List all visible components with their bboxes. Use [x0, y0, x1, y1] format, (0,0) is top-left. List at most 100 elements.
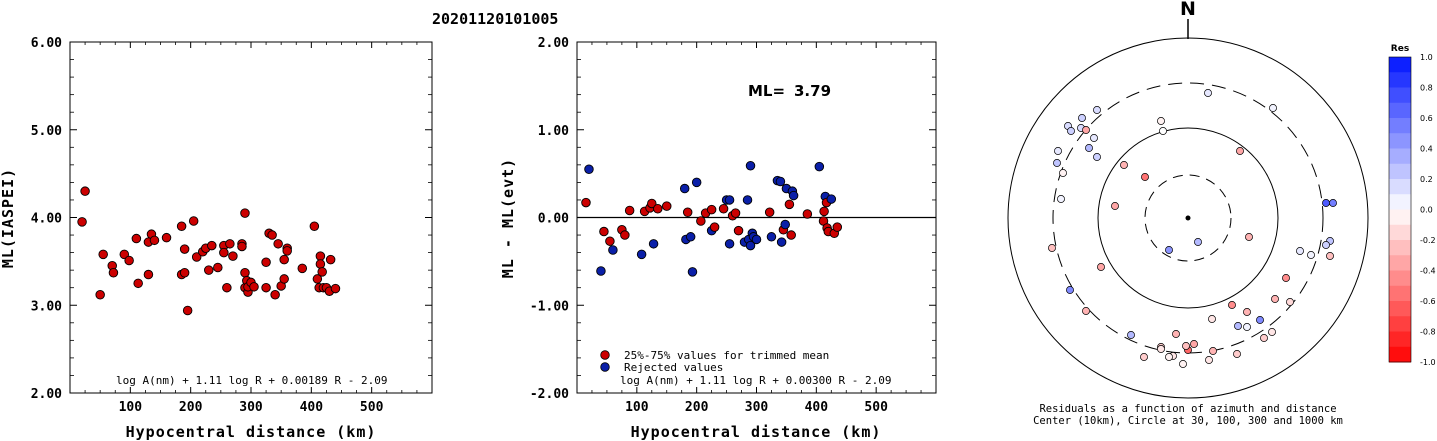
middle-data-point — [624, 205, 635, 216]
residual-point — [1282, 274, 1290, 282]
left-data-point — [191, 252, 202, 262]
middle-points — [581, 160, 843, 277]
middle-data-point — [775, 176, 786, 187]
middle-data-point — [730, 208, 741, 218]
left-data-point — [270, 289, 280, 300]
left-data-point — [261, 282, 271, 293]
middle-ytick-label: 0.00 — [538, 212, 569, 227]
colorbar-cell — [1389, 316, 1411, 332]
middle-data-point — [802, 209, 813, 219]
residual-point — [1157, 345, 1165, 353]
left-data-point — [143, 269, 154, 280]
colorbar-cell — [1389, 270, 1411, 287]
center-dot — [1185, 215, 1191, 221]
left-data-point — [108, 268, 119, 278]
colorbar-cells — [1389, 57, 1411, 363]
middle-data-point — [745, 240, 756, 251]
residual-point — [1322, 199, 1330, 207]
left-ticks: 100 200 300 400 500 2.00 3.00 4.00 5.00 6.00 — [31, 36, 432, 415]
residual-point — [1228, 301, 1236, 309]
colorbar-frame — [1388, 56, 1412, 363]
residual-point — [1127, 331, 1135, 339]
middle-ytick-label: 1.00 — [538, 124, 569, 139]
middle-plot: 100 200 300 400 500 -2.00 -1.00 0.00 1.00 2.00 ML… — [499, 36, 937, 441]
colorbar-cell — [1389, 72, 1411, 88]
middle-ticks: 100 200 300 400 500 -2.00 -1.00 0.00 1.00 2.00 — [530, 36, 936, 415]
left-data-point — [207, 240, 217, 251]
residual-point — [1243, 308, 1251, 316]
residual-point — [1205, 356, 1213, 364]
middle-data-point — [685, 232, 696, 242]
middle-data-point — [691, 177, 702, 188]
residual-point — [1329, 199, 1337, 207]
middle-data-point — [687, 267, 698, 277]
middle-data-point — [788, 190, 799, 201]
residual-point — [1204, 89, 1212, 97]
residual-point — [1159, 127, 1167, 135]
circle-100km — [1097, 127, 1279, 309]
left-data-point — [237, 241, 247, 252]
residual-point — [1048, 244, 1056, 252]
residual-point — [1182, 342, 1190, 350]
left-data-point — [249, 282, 259, 292]
residual-point — [1268, 328, 1276, 336]
left-data-point — [219, 247, 229, 258]
left-points — [77, 186, 341, 316]
residual-point — [1165, 246, 1173, 254]
left-ytick-label: 2.00 — [31, 387, 62, 402]
polar-caption-2: Center (10km), Circle at 30, 100, 300 an… — [1033, 415, 1343, 427]
residual-point — [1111, 202, 1119, 210]
middle-data-point — [819, 206, 829, 217]
colorbar-tick-label: -0.4 — [1420, 267, 1436, 276]
middle-data-point — [832, 222, 843, 232]
left-data-point — [133, 278, 143, 289]
legend-red-label: 25%-75% values for trimmed mean — [624, 349, 829, 362]
residual-point — [1234, 322, 1242, 330]
left-xtick-label: 400 — [300, 400, 324, 415]
colorbar-cell — [1389, 209, 1411, 226]
colorbar-tick-label: -1.0 — [1420, 358, 1436, 367]
middle-data-point — [662, 201, 672, 211]
middle-xlabel: Hypocentral distance (km) — [631, 423, 882, 441]
colorbar-cell — [1389, 118, 1411, 134]
middle-ytick-label: 2.00 — [538, 36, 569, 51]
middle-data-point — [776, 237, 787, 247]
residual-point — [1140, 353, 1148, 361]
middle-ytick-label: -1.00 — [530, 299, 569, 314]
middle-xtick-label: 300 — [745, 400, 769, 415]
middle-ylabel: ML - ML(evt) — [499, 158, 517, 278]
middle-data-point — [724, 195, 735, 205]
residual-point — [1078, 114, 1086, 122]
legend-blue-marker — [600, 362, 610, 372]
left-data-point — [312, 274, 323, 284]
middle-formula: log A(nm) + 1.11 log R + 0.00300 R - 2.0… — [620, 374, 892, 387]
left-data-point — [179, 268, 190, 278]
left-data-point — [98, 249, 108, 260]
left-data-point — [124, 255, 134, 266]
residual-point — [1157, 117, 1165, 125]
middle-xtick-label: 400 — [805, 400, 829, 415]
left-data-point — [282, 246, 292, 256]
middle-data-point — [608, 245, 618, 255]
residual-point — [1269, 104, 1277, 112]
colorbar-cell — [1389, 301, 1411, 317]
left-data-point — [261, 257, 271, 268]
left-data-point — [279, 254, 289, 265]
residual-point — [1243, 323, 1251, 331]
colorbar-tick-label: 0.6 — [1420, 114, 1433, 123]
colorbar-cell — [1389, 163, 1411, 180]
middle-data-point — [742, 195, 753, 205]
left-data-point — [267, 230, 277, 240]
colorbar-tick-label: 0.0 — [1420, 206, 1433, 215]
residual-point — [1190, 340, 1198, 348]
residual-point — [1194, 238, 1202, 246]
left-data-point — [176, 221, 187, 232]
left-data-point — [222, 282, 232, 293]
left-xtick-label: 500 — [360, 400, 384, 415]
colorbar-title: Res — [1391, 44, 1409, 54]
colorbar-tick-label: -0.6 — [1420, 297, 1436, 306]
figure-title: 20201120101005 — [432, 10, 558, 28]
left-plot-frame — [69, 41, 433, 394]
residual-point — [1233, 350, 1241, 358]
middle-data-point — [724, 239, 735, 249]
